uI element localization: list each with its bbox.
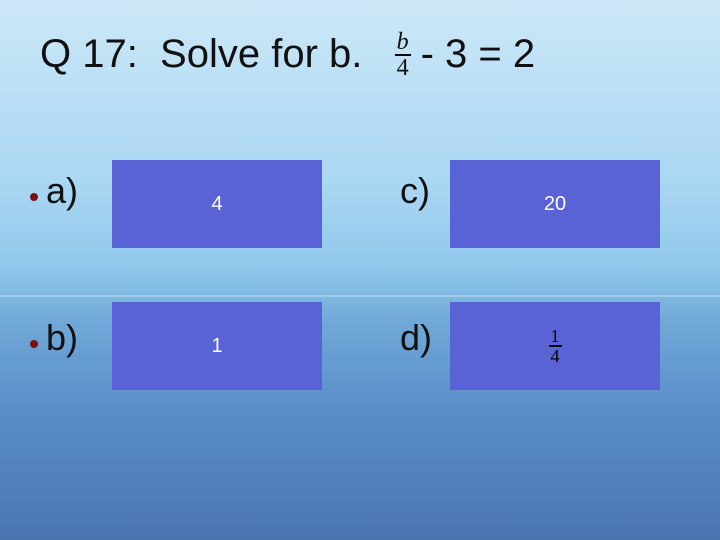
bullet-icon	[30, 193, 38, 201]
answer-box-b[interactable]: 1	[112, 302, 322, 390]
title-prefix: Q 17: Solve for b.	[40, 32, 385, 77]
title-fraction-den: 4	[395, 56, 411, 80]
option-label-d: d)	[400, 317, 432, 359]
title-suffix: - 3 = 2	[421, 32, 536, 77]
answer-fraction-d-den: 4	[549, 347, 562, 365]
answer-fraction-d: 1 4	[549, 327, 562, 365]
bullet-icon	[30, 340, 38, 348]
option-label-a: a)	[46, 170, 78, 212]
title-fraction-num: b	[395, 30, 411, 54]
title-fraction: b 4	[395, 30, 411, 80]
option-label-c: c)	[400, 170, 430, 212]
answer-fraction-d-num: 1	[549, 327, 562, 345]
option-label-b: b)	[46, 317, 78, 359]
answer-box-d[interactable]: 1 4	[450, 302, 660, 390]
answer-value-a: 4	[211, 193, 222, 216]
horizon-line	[0, 295, 720, 297]
answer-value-c: 20	[544, 193, 566, 216]
question-title: Q 17: Solve for b. b 4 - 3 = 2	[40, 30, 690, 80]
slide: Q 17: Solve for b. b 4 - 3 = 2 a) 4 c) 2…	[0, 0, 720, 540]
answer-box-c[interactable]: 20	[450, 160, 660, 248]
answer-value-b: 1	[211, 335, 222, 358]
answer-box-a[interactable]: 4	[112, 160, 322, 248]
